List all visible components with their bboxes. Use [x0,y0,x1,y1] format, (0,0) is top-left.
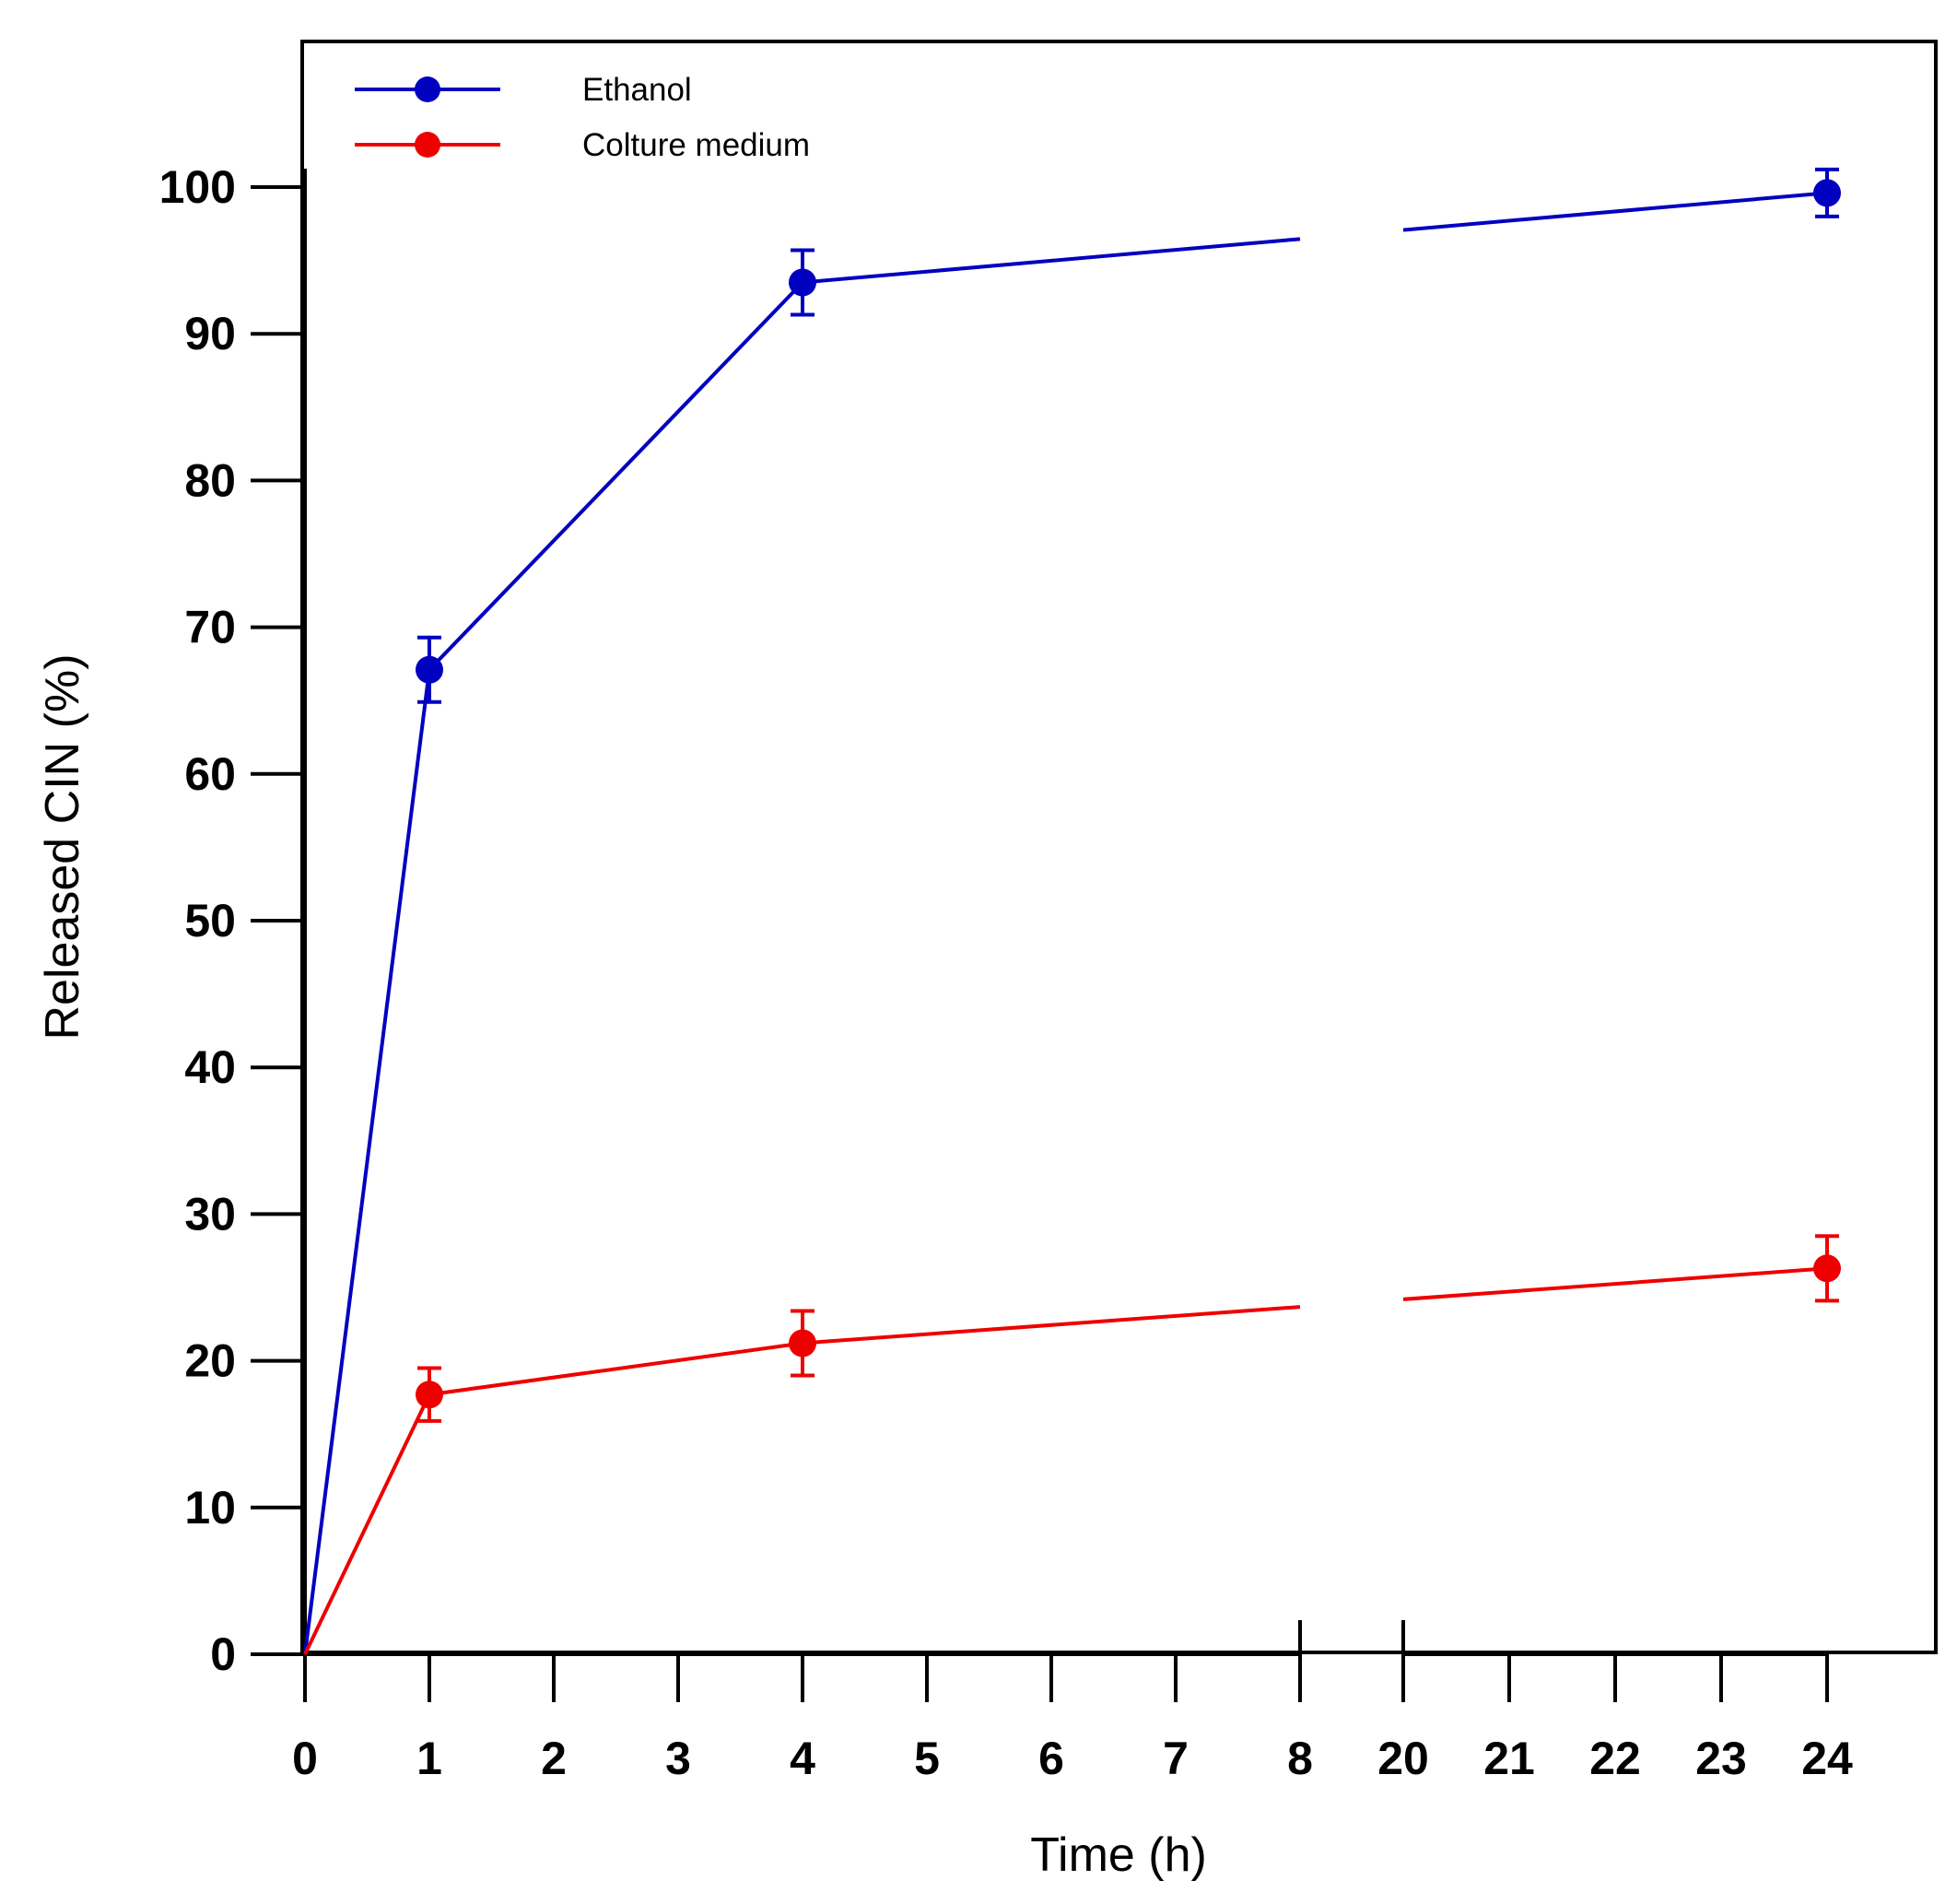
series-line-segment [303,1393,431,1655]
x-tick-label: 22 [1589,1733,1641,1784]
data-point [789,268,816,297]
y-axis-title: Released CIN (%) [36,653,89,1040]
y-tick-label: 40 [184,1041,236,1093]
y-tick-label: 30 [184,1188,236,1240]
x-tick-label: 0 [292,1733,318,1784]
plot-frame [300,40,1938,1654]
y-tick-label: 50 [184,895,236,946]
series-line-segment [1402,191,1828,232]
x-tick-label: 6 [1038,1733,1064,1784]
data-point [1813,179,1841,207]
legend-marker [415,132,440,158]
x-tick-label: 4 [790,1733,815,1784]
x-tick-label: 21 [1483,1733,1535,1784]
series-line-segment [303,669,431,1655]
y-tick-label: 60 [184,748,236,800]
series-line-segment [802,237,1301,285]
x-tick-label: 2 [541,1733,567,1784]
data-point [789,1329,816,1357]
series-line-segment [428,281,804,672]
series-line-segment [1402,1266,1828,1301]
legend-label: Ethanol [582,72,692,108]
legend: Ethanol Colture medium [355,72,810,163]
x-tick-label: 24 [1801,1733,1853,1784]
series-ethanol [303,167,1841,1655]
series-line-segment [428,1341,803,1397]
x-axis-title: Time (h) [1030,1828,1207,1882]
y-tick-label: 80 [184,454,236,506]
x-tick-label: 8 [1287,1733,1313,1784]
y-tick-label: 90 [184,308,236,359]
y-tick-label: 100 [159,161,236,213]
legend-label: Colture medium [582,127,810,163]
series-line-segment [802,1305,1301,1346]
x-tick-label: 3 [665,1733,691,1784]
x-tick-label: 23 [1695,1733,1747,1784]
data-point [1813,1254,1841,1283]
series-colture-medium [303,1234,1841,1655]
legend-marker [415,76,440,102]
y-tick-label: 10 [184,1482,236,1534]
x-tick-label: 20 [1377,1733,1429,1784]
y-tick-label: 0 [210,1628,236,1680]
series-layer [303,167,1841,1655]
y-tick-label: 70 [184,602,236,653]
x-tick-label: 7 [1163,1733,1189,1784]
data-point [416,655,443,684]
y-tick-label: 20 [184,1335,236,1387]
x-tick-label: 5 [914,1733,940,1784]
x-tick-label: 1 [416,1733,442,1784]
data-point [416,1381,443,1409]
